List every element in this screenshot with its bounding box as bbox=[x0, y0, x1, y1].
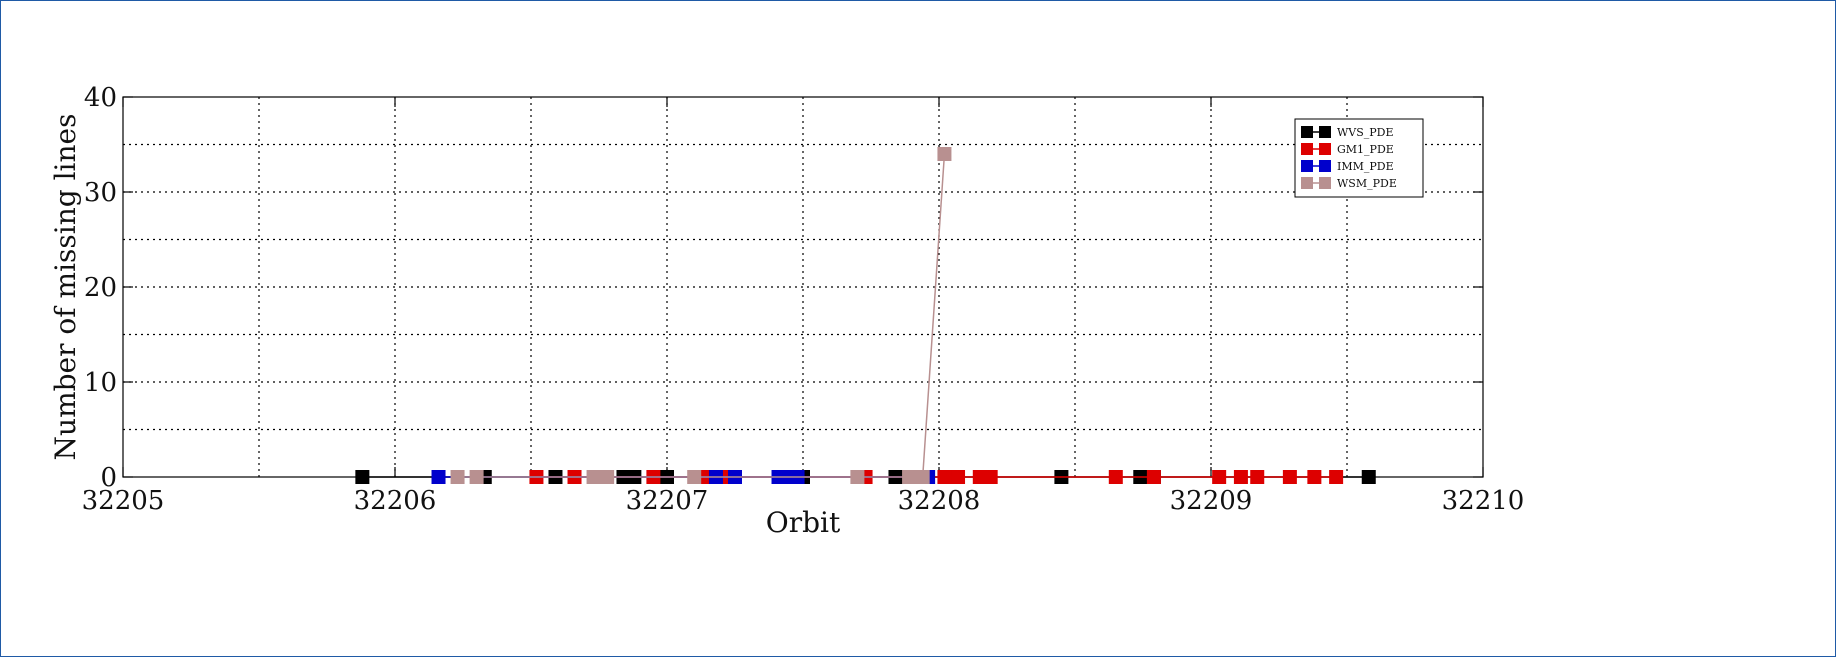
data-point bbox=[1250, 470, 1264, 484]
x-tick-label: 32205 bbox=[82, 486, 165, 516]
data-point bbox=[1147, 470, 1161, 484]
data-point bbox=[984, 470, 998, 484]
legend-swatch bbox=[1319, 126, 1331, 138]
data-point bbox=[687, 470, 701, 484]
data-point bbox=[1329, 470, 1343, 484]
series-wsm-pde bbox=[451, 147, 952, 484]
data-point bbox=[902, 470, 916, 484]
y-tick-label: 10 bbox=[84, 368, 117, 398]
data-point bbox=[600, 470, 614, 484]
legend-label: IMM_PDE bbox=[1337, 160, 1394, 173]
x-tick-label: 32208 bbox=[898, 486, 981, 516]
legend-swatch bbox=[1301, 143, 1313, 155]
data-point bbox=[1109, 470, 1123, 484]
data-point bbox=[1212, 470, 1226, 484]
y-tick-label: 40 bbox=[84, 83, 117, 113]
data-point bbox=[1283, 470, 1297, 484]
data-point bbox=[470, 470, 484, 484]
y-tick-label: 0 bbox=[100, 463, 117, 493]
data-point bbox=[355, 470, 369, 484]
x-axis-label: Orbit bbox=[766, 506, 841, 539]
x-tick-label: 32210 bbox=[1442, 486, 1525, 516]
data-point bbox=[937, 470, 951, 484]
data-point bbox=[916, 470, 930, 484]
legend-swatch bbox=[1301, 160, 1313, 172]
legend-swatch bbox=[1301, 177, 1313, 189]
y-tick-label: 20 bbox=[84, 273, 117, 303]
data-point bbox=[432, 470, 446, 484]
series-layer bbox=[355, 147, 1375, 484]
data-point bbox=[1307, 470, 1321, 484]
x-tick-label: 32207 bbox=[626, 486, 709, 516]
legend-label: WSM_PDE bbox=[1337, 177, 1397, 190]
legend-swatch bbox=[1319, 177, 1331, 189]
data-point bbox=[451, 470, 465, 484]
legend: WVS_PDE GM1_PDE IMM_PDE WSM_PDE bbox=[1295, 119, 1423, 197]
data-point bbox=[1234, 470, 1248, 484]
grid-lines bbox=[123, 97, 1483, 477]
y-tick-label: 30 bbox=[84, 178, 117, 208]
legend-swatch bbox=[1319, 143, 1331, 155]
x-tick-label: 32206 bbox=[354, 486, 437, 516]
data-point bbox=[1362, 470, 1376, 484]
legend-label: GM1_PDE bbox=[1337, 143, 1394, 156]
data-point bbox=[951, 470, 965, 484]
x-tick-label: 32209 bbox=[1170, 486, 1253, 516]
legend-swatch bbox=[1301, 126, 1313, 138]
data-point bbox=[850, 470, 864, 484]
legend-label: WVS_PDE bbox=[1337, 126, 1394, 139]
y-axis-label: Number of missing lines bbox=[49, 114, 82, 461]
data-point bbox=[937, 147, 951, 161]
data-point bbox=[587, 470, 601, 484]
legend-swatch bbox=[1319, 160, 1331, 172]
